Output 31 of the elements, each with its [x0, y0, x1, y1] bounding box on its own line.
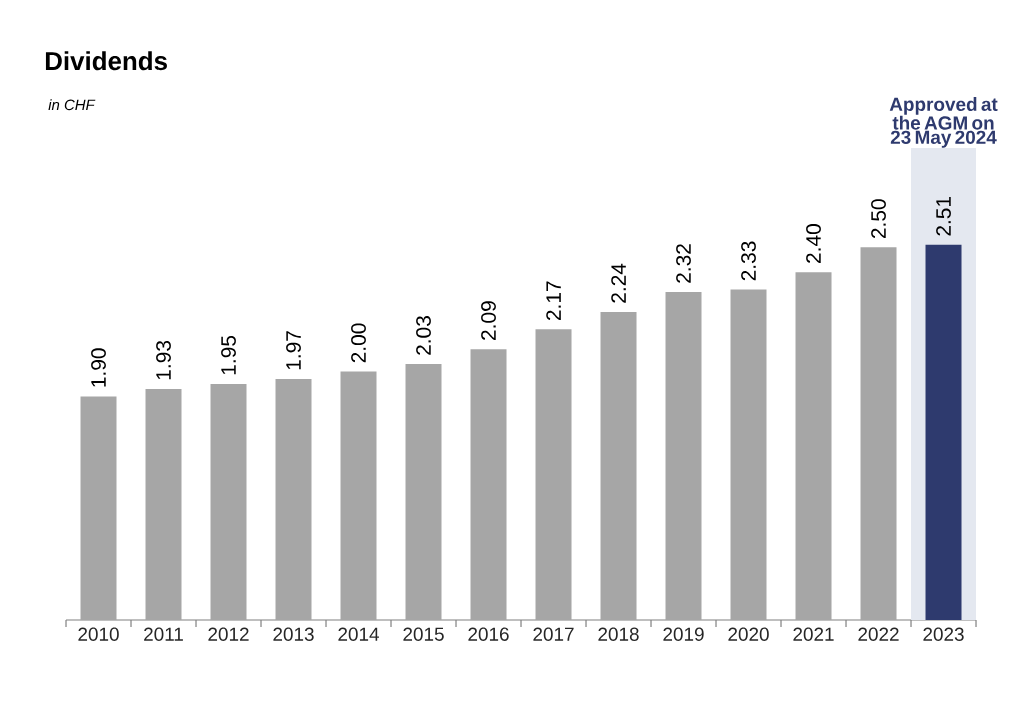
data-label: 2.09 — [481, 301, 496, 340]
x-tick-label: 2012 — [208, 627, 249, 641]
data-label: 2.00 — [351, 323, 366, 363]
data-label: 1.95 — [221, 335, 236, 375]
data-label: 1.93 — [156, 340, 171, 380]
data-label: 2.33 — [741, 241, 756, 281]
x-tick-label: 2023 — [923, 627, 964, 641]
data-label: 2.50 — [871, 199, 886, 239]
x-tick-label: 2010 — [78, 627, 119, 641]
x-tick-label: 2016 — [468, 627, 509, 641]
data-label: 2.24 — [611, 263, 626, 303]
data-label: 1.90 — [91, 348, 106, 387]
x-tick-label: 2019 — [663, 627, 704, 641]
x-tick-label: 2013 — [273, 627, 314, 641]
data-label: 2.03 — [416, 316, 431, 355]
x-tick-label: 2020 — [728, 627, 769, 641]
x-tick-label: 2014 — [338, 627, 379, 641]
data-label: 2.17 — [546, 281, 561, 321]
data-label: 1.97 — [286, 331, 301, 370]
x-tick-label: 2015 — [403, 627, 444, 641]
x-tick-label: 2022 — [858, 627, 899, 641]
chart-subtitle: in CHF — [48, 99, 96, 111]
data-label: 2.32 — [676, 244, 691, 283]
chart-title: Dividends — [45, 51, 167, 71]
x-tick-label: 2011 — [144, 627, 183, 641]
band-label: Approved at the AGM on 23 May 2024 — [889, 97, 998, 148]
x-tick-label: 2017 — [533, 627, 574, 641]
x-tick-label: 2018 — [598, 627, 639, 641]
data-label: 2.51 — [936, 196, 951, 236]
x-tick-label: 2021 — [793, 627, 834, 641]
data-label: 2.40 — [806, 224, 821, 263]
